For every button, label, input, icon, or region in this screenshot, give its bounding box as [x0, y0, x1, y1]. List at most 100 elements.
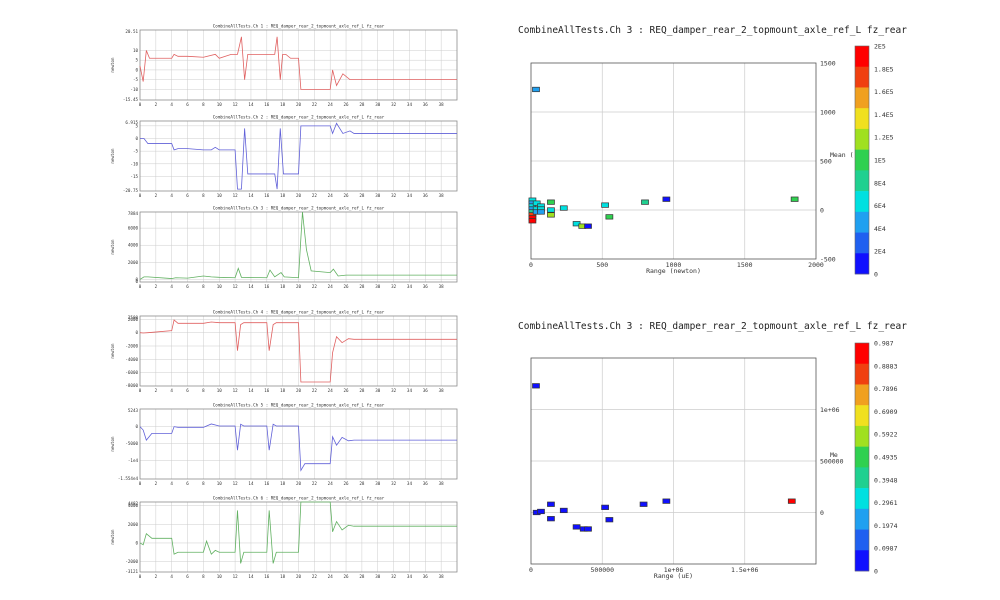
x-tick-label: 0 — [139, 102, 142, 107]
colorbar-frame — [854, 342, 870, 572]
x-tick-label: 8 — [202, 574, 205, 579]
x-tick-label: 2 — [155, 481, 158, 486]
series-trace — [139, 211, 457, 280]
x-tick-label: 16 — [264, 102, 270, 107]
colorbar-label: 0.7896 — [874, 385, 898, 393]
x-tick-label: 32 — [391, 481, 397, 486]
y-axis-label: newton — [110, 343, 115, 359]
colorbar-segment — [855, 149, 869, 171]
colorbar-label: 0.5922 — [874, 431, 898, 439]
x-tick-label: 10 — [217, 481, 223, 486]
x-tick-label: 30 — [375, 102, 381, 107]
x-tick-label: 500 — [596, 261, 608, 269]
colorbar-segment — [855, 529, 869, 551]
x-tick-label: 0 — [139, 193, 142, 198]
y-tick-label: 0 — [135, 424, 138, 429]
rainflow-cell — [584, 526, 592, 532]
colorbar-segment — [855, 363, 869, 385]
y-tick-label: 6000 — [128, 226, 139, 231]
y-tick-label: -5000 — [125, 441, 138, 446]
x-tick-label: 38 — [439, 193, 445, 198]
x-tick-label: 30 — [375, 193, 381, 198]
x-tick-label: 10 — [217, 574, 223, 579]
rainflow-cell — [787, 498, 796, 504]
rainflow-cell — [537, 508, 545, 515]
x-tick-label: 36 — [423, 193, 429, 198]
x-tick-label: 0 — [529, 566, 533, 574]
x-tick-label: 8 — [202, 388, 205, 393]
rainflow-cell — [547, 516, 555, 522]
panel-title: CombineAllTests.Ch 1 : REQ_damper_rear_2… — [213, 24, 385, 29]
y-tick-label: -4000 — [125, 357, 138, 362]
y-min-label: -3121 — [125, 569, 138, 574]
y-min-label: -15.45 — [123, 97, 139, 102]
panel-title: CombineAllTests.Ch 3 : REQ_damper_rear_2… — [213, 206, 385, 211]
x-tick-label: 20 — [296, 284, 302, 289]
colorbar-segment — [855, 343, 869, 365]
rainflow-cell — [532, 200, 541, 206]
x-tick-label: 24 — [328, 574, 334, 579]
x-tick-label: 34 — [407, 574, 413, 579]
y-max-label: 7884 — [128, 211, 139, 216]
x-tick-label: 28 — [359, 102, 365, 107]
x-tick-label: 30 — [375, 481, 381, 486]
colorbar-label: 0.6909 — [874, 408, 898, 416]
y-tick-label: 0 — [135, 277, 138, 282]
colorbar-label: 2E5 — [874, 43, 886, 51]
x-tick-label: 24 — [328, 388, 334, 393]
x-tick-label: 0 — [529, 261, 533, 269]
x-tick-label: 26 — [344, 193, 350, 198]
x-tick-label: 38 — [439, 481, 445, 486]
rainflow-cell — [584, 223, 592, 229]
y-axis-label: newton — [110, 436, 115, 452]
colorbar-segment — [855, 508, 869, 530]
rainflow-cell — [601, 202, 609, 208]
x-tick-label: 4 — [170, 388, 173, 393]
x-tick-label: 12 — [233, 193, 239, 198]
x-tick-label: 26 — [344, 284, 350, 289]
x-tick-label: 2 — [155, 574, 158, 579]
colorbar-label: 0.3948 — [874, 476, 898, 484]
x-tick-label: 14 — [248, 284, 254, 289]
x-tick-label: 38 — [439, 284, 445, 289]
x-tick-label: 22 — [312, 388, 318, 393]
y-tick-label: 0 — [135, 540, 138, 545]
x-tick-label: 14 — [248, 481, 254, 486]
x-tick-label: 34 — [407, 388, 413, 393]
rainflow-cell — [605, 214, 614, 220]
x-tick-label: 14 — [248, 102, 254, 107]
x-tick-label: 32 — [391, 388, 397, 393]
x-tick-label: 4 — [170, 102, 173, 107]
series-trace — [139, 36, 457, 90]
colorbar-label: 1.2E5 — [874, 134, 894, 142]
x-tick-label: 26 — [344, 388, 350, 393]
x-tick-label: 6 — [186, 481, 189, 486]
y-tick-label: -500 — [820, 256, 836, 264]
y-min-label: 0 — [135, 279, 138, 284]
panel-title: CombineAllTests.Ch 6 : REQ_damper_rear_2… — [213, 496, 385, 501]
colorbar-label: 1.8E5 — [874, 65, 894, 73]
colorbar-segment — [855, 108, 869, 130]
y-tick-label: 4000 — [128, 243, 139, 248]
rainflow-cell — [547, 212, 555, 218]
rainflow-panel-top: CombineAllTests.Ch 3 : REQ_damper_rear_2… — [518, 25, 907, 279]
x-tick-label: 32 — [391, 102, 397, 107]
x-tick-label: 6 — [186, 574, 189, 579]
colorbar-frame — [854, 45, 870, 275]
x-tick-label: 24 — [328, 481, 334, 486]
x-tick-label: 10 — [217, 193, 223, 198]
x-tick-label: 4 — [170, 193, 173, 198]
x-tick-label: 36 — [423, 574, 429, 579]
y-tick-label: -5 — [133, 77, 139, 82]
x-tick-label: 6 — [186, 193, 189, 198]
x-tick-label: 34 — [407, 102, 413, 107]
x-tick-label: 16 — [264, 193, 270, 198]
colorbar-segment — [855, 66, 869, 88]
x-tick-label: 1.5e+06 — [731, 566, 758, 574]
x-tick-label: 8 — [202, 284, 205, 289]
x-tick-label: 24 — [328, 102, 334, 107]
x-tick-label: 14 — [248, 193, 254, 198]
colorbar-segment — [855, 128, 869, 150]
panel-frame — [139, 408, 458, 480]
colorbar-label: 1.4E5 — [874, 111, 894, 119]
